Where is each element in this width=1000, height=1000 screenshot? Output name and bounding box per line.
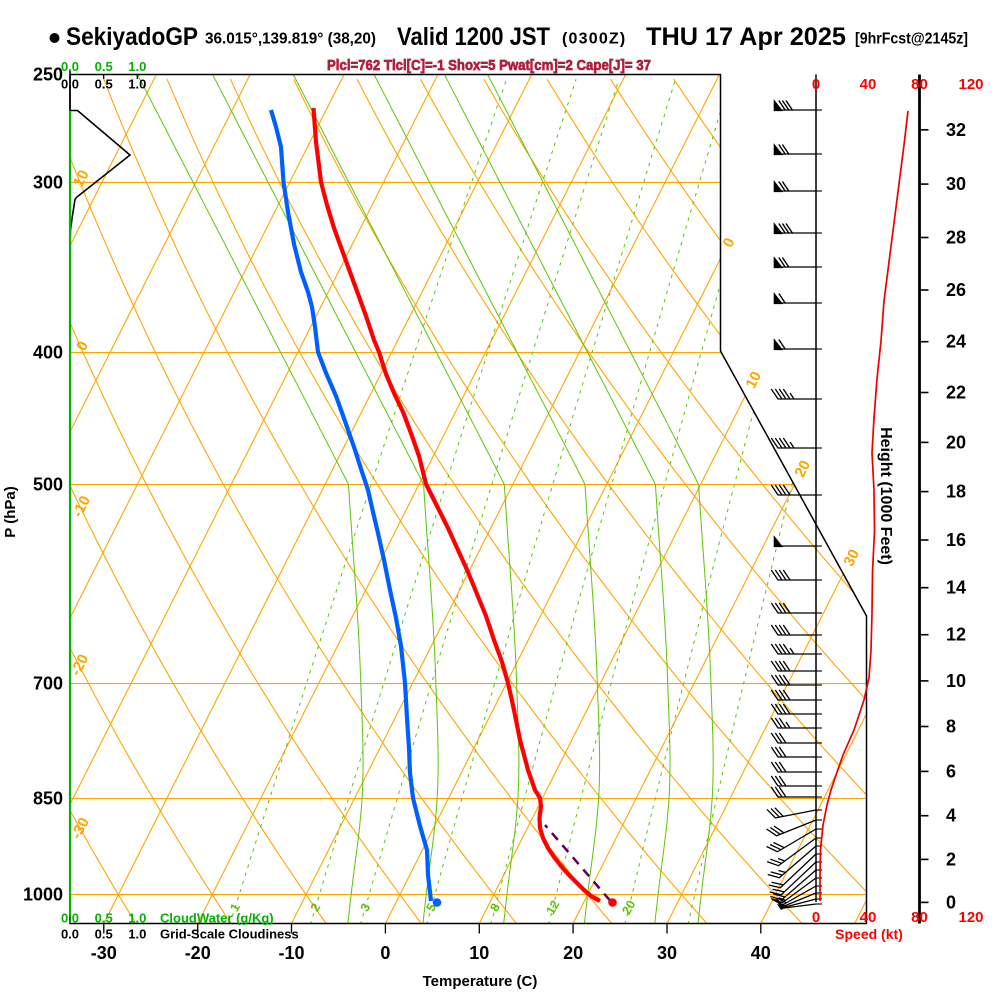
svg-text:10: 10 <box>742 369 765 392</box>
svg-text:500: 500 <box>33 475 63 495</box>
svg-text:0: 0 <box>380 943 390 963</box>
svg-text:80: 80 <box>911 76 928 93</box>
svg-text:[9hrFcst@2145z]: [9hrFcst@2145z] <box>855 31 968 48</box>
svg-text:0.5: 0.5 <box>95 59 113 74</box>
svg-text:-30: -30 <box>91 943 117 963</box>
svg-text:120: 120 <box>958 909 983 926</box>
svg-text:32: 32 <box>946 120 966 140</box>
svg-text:1.0: 1.0 <box>128 77 146 92</box>
svg-text:(0300Z): (0300Z) <box>562 31 626 48</box>
svg-text:850: 850 <box>33 789 63 809</box>
svg-text:P (hPa): P (hPa) <box>2 486 19 537</box>
svg-text:2: 2 <box>946 849 956 869</box>
svg-text:SekiyadoGP: SekiyadoGP <box>66 23 198 51</box>
svg-text:1.0: 1.0 <box>128 911 146 926</box>
svg-text:12: 12 <box>543 898 562 917</box>
svg-text:120: 120 <box>958 76 983 93</box>
svg-text:10: 10 <box>469 943 489 963</box>
svg-text:Plcl=762 Tlcl[C]=-1 Shox=5 Pwa: Plcl=762 Tlcl[C]=-1 Shox=5 Pwat[cm]=2 Ca… <box>327 57 651 74</box>
svg-text:8: 8 <box>946 717 956 737</box>
svg-text:40: 40 <box>860 76 877 93</box>
svg-text:0: 0 <box>946 892 956 912</box>
svg-text:80: 80 <box>911 909 928 926</box>
svg-text:24: 24 <box>946 332 966 352</box>
svg-text:30: 30 <box>946 174 966 194</box>
svg-text:6: 6 <box>946 761 956 781</box>
svg-text:0.5: 0.5 <box>95 911 113 926</box>
svg-text:10: 10 <box>946 671 966 691</box>
svg-text:28: 28 <box>946 228 966 248</box>
svg-text:30: 30 <box>840 547 863 570</box>
svg-text:20: 20 <box>619 898 638 917</box>
svg-text:36.015°,139.819° (38,20): 36.015°,139.819° (38,20) <box>205 31 376 48</box>
svg-text:14: 14 <box>946 578 966 598</box>
svg-text:1000: 1000 <box>23 885 63 905</box>
svg-text:30: 30 <box>657 943 677 963</box>
svg-text:12: 12 <box>946 625 966 645</box>
svg-text:40: 40 <box>860 909 877 926</box>
svg-text:22: 22 <box>946 383 966 403</box>
svg-text:20: 20 <box>946 432 966 452</box>
svg-text:Valid 1200 JST: Valid 1200 JST <box>397 23 550 51</box>
svg-text:-20: -20 <box>185 943 211 963</box>
svg-text:0.0: 0.0 <box>61 927 79 942</box>
svg-text:Temperature (C): Temperature (C) <box>423 973 538 990</box>
svg-text:Height (1000 Feet): Height (1000 Feet) <box>877 427 894 565</box>
svg-text:18: 18 <box>946 482 966 502</box>
svg-text:20: 20 <box>791 458 814 481</box>
svg-text:0.0: 0.0 <box>61 59 79 74</box>
svg-text:0.5: 0.5 <box>95 77 113 92</box>
svg-text:-10: -10 <box>278 943 304 963</box>
svg-text:10: 10 <box>70 167 93 190</box>
svg-text:26: 26 <box>946 280 966 300</box>
svg-text:400: 400 <box>33 343 63 363</box>
svg-text:CloudWater (g/Kg): CloudWater (g/Kg) <box>160 911 274 926</box>
svg-text:1.0: 1.0 <box>128 59 146 74</box>
svg-text:0: 0 <box>812 909 820 926</box>
svg-text:1.0: 1.0 <box>128 927 146 942</box>
svg-text:Grid-Scale Cloudiness: Grid-Scale Cloudiness <box>160 927 299 942</box>
svg-text:0.0: 0.0 <box>61 911 79 926</box>
svg-text:20: 20 <box>563 943 583 963</box>
svg-text:4: 4 <box>946 806 956 826</box>
svg-text:0.0: 0.0 <box>61 77 79 92</box>
svg-text:40: 40 <box>751 943 771 963</box>
svg-text:700: 700 <box>33 674 63 694</box>
svg-text:0.5: 0.5 <box>95 927 113 942</box>
svg-text:16: 16 <box>946 530 966 550</box>
svg-text:THU 17 Apr 2025: THU 17 Apr 2025 <box>646 23 846 51</box>
svg-text:0: 0 <box>812 76 820 93</box>
svg-text:250: 250 <box>33 65 63 85</box>
svg-text:300: 300 <box>33 172 63 192</box>
svg-text:Speed (kt): Speed (kt) <box>835 926 903 942</box>
